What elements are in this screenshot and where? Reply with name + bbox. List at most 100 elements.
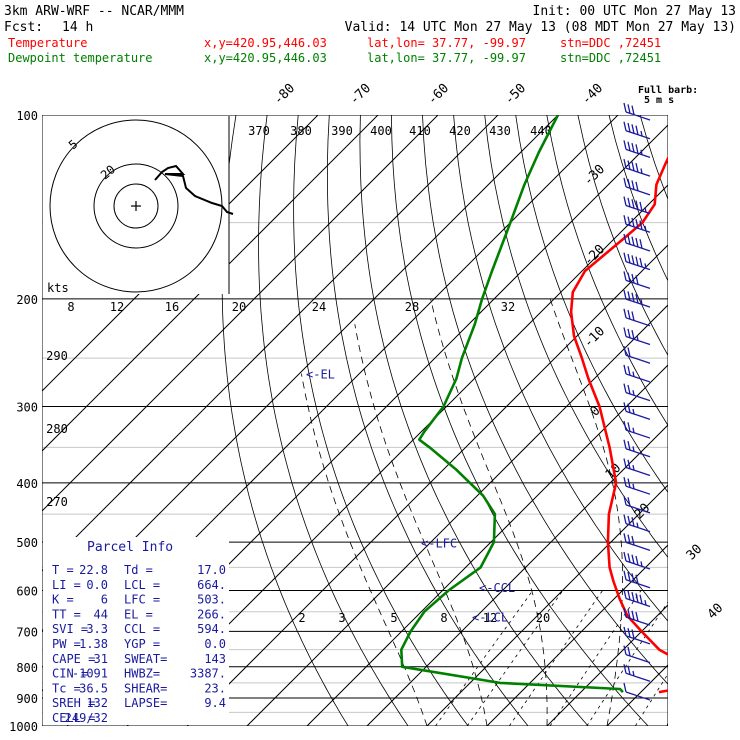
- parcel-info-cell: SHEAR=: [124, 681, 167, 695]
- dry-adiabat: [293, 115, 469, 726]
- mixing-ratio-line: [466, 590, 564, 726]
- wind-barb: [623, 215, 651, 233]
- legend-temperature-xy: x,y=420.95,446.03: [204, 36, 327, 50]
- isotherm: [42, 115, 439, 512]
- dry-adiabat: [671, 115, 740, 739]
- wind-barb: [623, 383, 651, 402]
- mixing-ratio-line: [435, 590, 534, 726]
- wind-barb: [623, 233, 651, 252]
- parcel-info-cell: 17.0: [197, 563, 226, 577]
- parcel-info-cell: 44: [94, 607, 108, 621]
- mixing-ratio-label: 3: [338, 611, 345, 625]
- wind-barb: [623, 271, 651, 290]
- parcel-info-cell: HWBZ=: [124, 667, 160, 681]
- parcel-info-cell: 9.4: [204, 696, 226, 710]
- dry-adiabat: [577, 115, 668, 357]
- hodograph-ring: [93, 163, 179, 249]
- wind-barb: [623, 589, 651, 608]
- parcel-info-cell: CCL =: [124, 622, 160, 636]
- parcel-info-cell: 3387.: [190, 667, 226, 681]
- wind-barb: [623, 327, 651, 346]
- parcel-info-cell: SVI =: [52, 622, 88, 636]
- dry-adiabat: [391, 115, 649, 726]
- dry-adiabat: [733, 115, 740, 739]
- isotherm: [246, 304, 668, 726]
- wind-barb: [623, 664, 651, 682]
- isotherm: [606, 664, 668, 726]
- hodograph-speed-tick: 28: [405, 300, 419, 314]
- isotherm-label: -60: [425, 81, 452, 108]
- pressure-tick-label: 400: [16, 477, 38, 491]
- isotherm-label: 30: [684, 542, 706, 564]
- pressure-tick-label: 100: [16, 109, 38, 123]
- hodograph-speed-tick: 20: [232, 300, 246, 314]
- pressure-tick-label: 1000: [9, 720, 38, 734]
- fcst-hours: 14 h: [62, 20, 93, 35]
- pressure-tick-label: 900: [16, 692, 38, 706]
- isotherm-label: -30: [581, 162, 608, 189]
- isotherm: [42, 115, 499, 572]
- hodograph-speed-tick: 16: [165, 300, 179, 314]
- parcel-info-cell: 664.: [197, 578, 226, 592]
- wind-barb: [623, 477, 651, 495]
- parcel-info-cell: 36.5: [79, 681, 108, 695]
- isotherm: [42, 115, 379, 452]
- legend-dewpoint-stn: stn=DDC ,72451: [560, 51, 661, 65]
- parcel-info-cell: Td =: [124, 563, 153, 577]
- wind-barb: [623, 102, 651, 121]
- hodograph-speed-tick: 8: [67, 300, 74, 314]
- parcel-info-cell: YGP =: [124, 637, 160, 651]
- level-annotations: <-EL <-LFC <-CCL <-LCL: [306, 368, 515, 625]
- wind-barb: [623, 533, 651, 551]
- wind-barb: [623, 570, 651, 589]
- hodograph-kts-label: kts: [47, 281, 69, 295]
- wind-barb: [623, 682, 651, 701]
- valid-time: Valid: 14 UTC Mon 27 May 13 (08 MDT Mon …: [345, 20, 736, 35]
- pressure-tick-label: 300: [16, 401, 38, 415]
- hodograph-ring: [113, 183, 159, 229]
- parcel-info-cell: 3.3: [86, 622, 108, 636]
- wind-barb: [623, 289, 651, 308]
- level-annotation: <-LFC: [421, 537, 457, 551]
- dry-adiabat: [702, 115, 740, 739]
- parcel-info-title: Parcel Info: [87, 540, 173, 555]
- parcel-info-cell: LAPSE=: [124, 696, 167, 710]
- moist-adiabat: [727, 299, 740, 726]
- isotherm-label: -50: [502, 81, 529, 108]
- isotherm: [306, 364, 668, 726]
- hodograph-speed-tick: 12: [110, 300, 124, 314]
- parcel-info-cell: 22.8: [79, 563, 108, 577]
- mixing-ratio-line: [549, 590, 642, 726]
- mixing-ratio-label: 20: [536, 611, 550, 625]
- wind-barb: [623, 140, 651, 159]
- wind-barb: [623, 121, 651, 140]
- parcel-info-cell: -1091: [72, 667, 108, 681]
- isotherm-label: -40: [579, 81, 606, 108]
- dry-adiabat: [546, 115, 668, 427]
- wind-barbs: [623, 102, 651, 701]
- wind-barb: [623, 177, 651, 196]
- isotherm-label: -70: [347, 81, 374, 108]
- parcel-info-cell: 0.0: [86, 578, 108, 592]
- dry-adiabat: [515, 115, 668, 494]
- parcel-info-cell: PW =: [52, 637, 81, 651]
- parcel-info-cell: 143: [204, 652, 226, 666]
- wind-barb: [623, 439, 651, 458]
- isotherm: [426, 484, 668, 726]
- model-title: 3km ARW-WRF -- NCAR/MMM: [4, 4, 184, 19]
- parcel-info-cell: 132: [86, 696, 108, 710]
- parcel-info-cell: CELL =: [52, 711, 95, 725]
- barb-key-value: 5 m s: [644, 95, 674, 106]
- isotherm-label: 20: [632, 501, 654, 523]
- wind-barb: [623, 196, 651, 215]
- hodograph-trace: [154, 164, 234, 215]
- barb-key-title: Full barb:: [638, 85, 698, 96]
- wind-barb: [623, 364, 651, 383]
- legend-temperature-latlon: lat,lon= 37.77, -99.97: [367, 36, 526, 50]
- isotherm: [366, 424, 668, 726]
- legend-temperature: Temperature x,y=420.95,446.03 lat,lon= 3…: [8, 36, 661, 50]
- theta-label: 400: [370, 124, 392, 138]
- wind-barb: [623, 608, 651, 626]
- theta-label: 290: [46, 349, 68, 363]
